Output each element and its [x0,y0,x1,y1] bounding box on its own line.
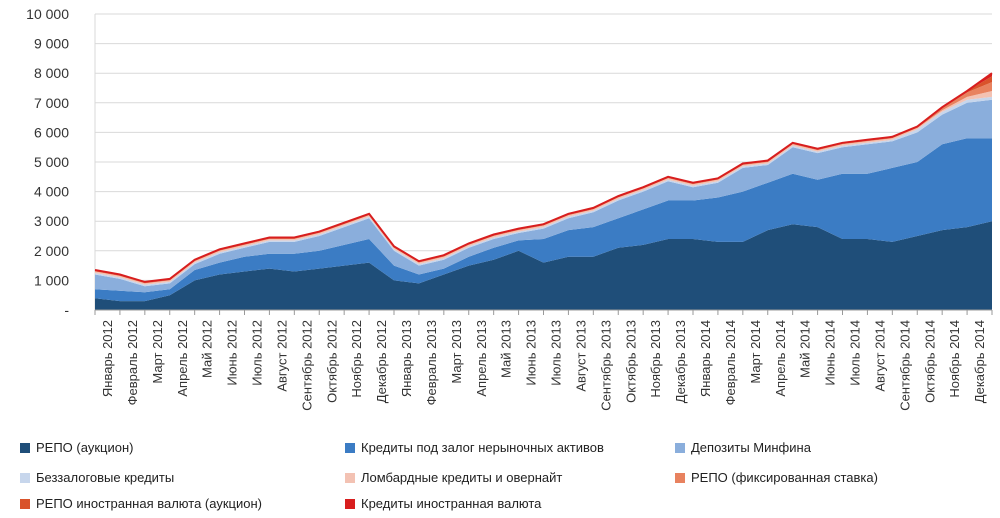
x-tick-label: Февраль 2012 [125,320,140,405]
x-tick-label: Декабрь 2014 [972,320,987,403]
x-tick-label: Ноябрь 2012 [349,320,364,398]
y-tick-label: 10 000 [26,6,69,22]
y-tick-label: 2 000 [34,243,69,259]
series-area [95,138,992,302]
x-tick-label: Июль 2013 [549,320,564,386]
legend-swatch [675,472,685,483]
legend-label: Депозиты Минфина [691,440,811,455]
x-tick-label: Март 2013 [449,320,464,384]
legend-item-credits-fx: Кредиты иностранная валюта [345,496,541,511]
x-tick-label: Декабрь 2013 [673,320,688,403]
stacked-area-chart: - 1 000 2 000 3 000 4 000 5 000 6 000 7 000 8 00… [26,6,993,411]
legend-swatch [675,442,685,453]
legend-label: Кредиты под залог нерыночных активов [361,440,604,455]
y-tick-label: 7 000 [34,95,69,111]
x-tick-label: Сентябрь 2012 [299,320,314,411]
x-tick-label: Апрель 2013 [474,320,489,397]
legend-item-unsecured: Беззалоговые кредиты [20,470,174,485]
x-tick-label: Сентябрь 2013 [598,320,613,411]
x-tick-label: Июль 2014 [848,320,863,386]
y-tick-label: 9 000 [34,36,69,52]
x-tick-label: Март 2014 [748,320,763,384]
x-tick-label: Май 2013 [499,320,514,378]
x-tick-label: Август 2014 [872,320,887,392]
y-tick-label: 6 000 [34,124,69,140]
legend-label: Кредиты иностранная валюта [361,496,542,511]
legend-label: Ломбардные кредиты и овернайт [361,470,563,485]
x-tick-label: Ноябрь 2014 [947,320,962,398]
legend-item-credits-nonmarket: Кредиты под залог нерыночных активов [345,440,604,455]
x-tick-label: Май 2012 [200,320,215,378]
y-axis: - 1 000 2 000 3 000 4 000 5 000 6 000 7 000 8 00… [26,6,69,318]
legend-swatch [20,472,30,483]
y-tick-label: - [64,302,69,318]
y-tick-label: 1 000 [34,272,69,288]
x-tick-label: Апрель 2012 [175,320,190,397]
x-tick-label: Сентябрь 2014 [897,320,912,411]
legend-swatch [345,498,355,509]
legend-label: Беззалоговые кредиты [36,470,175,485]
x-tick-label: Октябрь 2012 [324,320,339,403]
x-tick-label: Июнь 2013 [524,320,539,386]
legend-item-repo-fx: РЕПО иностранная валюта (аукцион) [20,496,262,511]
legend-label: РЕПО (аукцион) [36,440,134,455]
x-tick-label: Январь 2012 [100,320,115,397]
legend-swatch [345,472,355,483]
x-tick-label: Август 2012 [274,320,289,392]
x-tick-label: Декабрь 2012 [374,320,389,403]
legend-item-repo-fixed: РЕПО (фиксированная ставка) [675,470,878,485]
total-line [94,72,993,283]
x-tick-label: Июль 2012 [250,320,265,386]
total-series-line [94,72,993,283]
legend-swatch [20,498,30,509]
series-area [95,221,992,310]
x-tick-label: Май 2014 [798,320,813,378]
y-tick-label: 3 000 [34,213,69,229]
x-tick-label: Июнь 2012 [225,320,240,386]
x-tick-label: Ноябрь 2013 [648,320,663,398]
y-tick-label: 8 000 [34,65,69,81]
y-tick-label: 4 000 [34,184,69,200]
x-axis: Январь 2012 Февраль 2012 Март 2012 Апрель 2… [94,309,993,411]
legend-item-lombard: Ломбардные кредиты и овернайт [345,470,562,485]
series-area [95,99,992,293]
y-tick-label: 5 000 [34,154,69,170]
legend-item-deposits-minfin: Депозиты Минфина [675,440,811,455]
x-tick-label: Июнь 2014 [823,320,838,386]
series-areas [95,73,992,310]
legend-label: РЕПО иностранная валюта (аукцион) [36,496,262,511]
x-tick-label: Февраль 2013 [424,320,439,405]
x-tick-label: Октябрь 2014 [922,320,937,403]
x-tick-label: Август 2013 [573,320,588,392]
x-tick-label: Февраль 2014 [723,320,738,405]
legend-swatch [345,442,355,453]
legend-item-repo-auction: РЕПО (аукцион) [20,440,133,455]
legend-swatch [20,442,30,453]
x-tick-label: Апрель 2014 [773,320,788,397]
x-tick-label: Январь 2013 [399,320,414,397]
x-tick-label: Март 2012 [150,320,165,384]
legend-label: РЕПО (фиксированная ставка) [691,470,878,485]
x-tick-label: Октябрь 2013 [623,320,638,403]
x-tick-label: Январь 2014 [698,320,713,397]
